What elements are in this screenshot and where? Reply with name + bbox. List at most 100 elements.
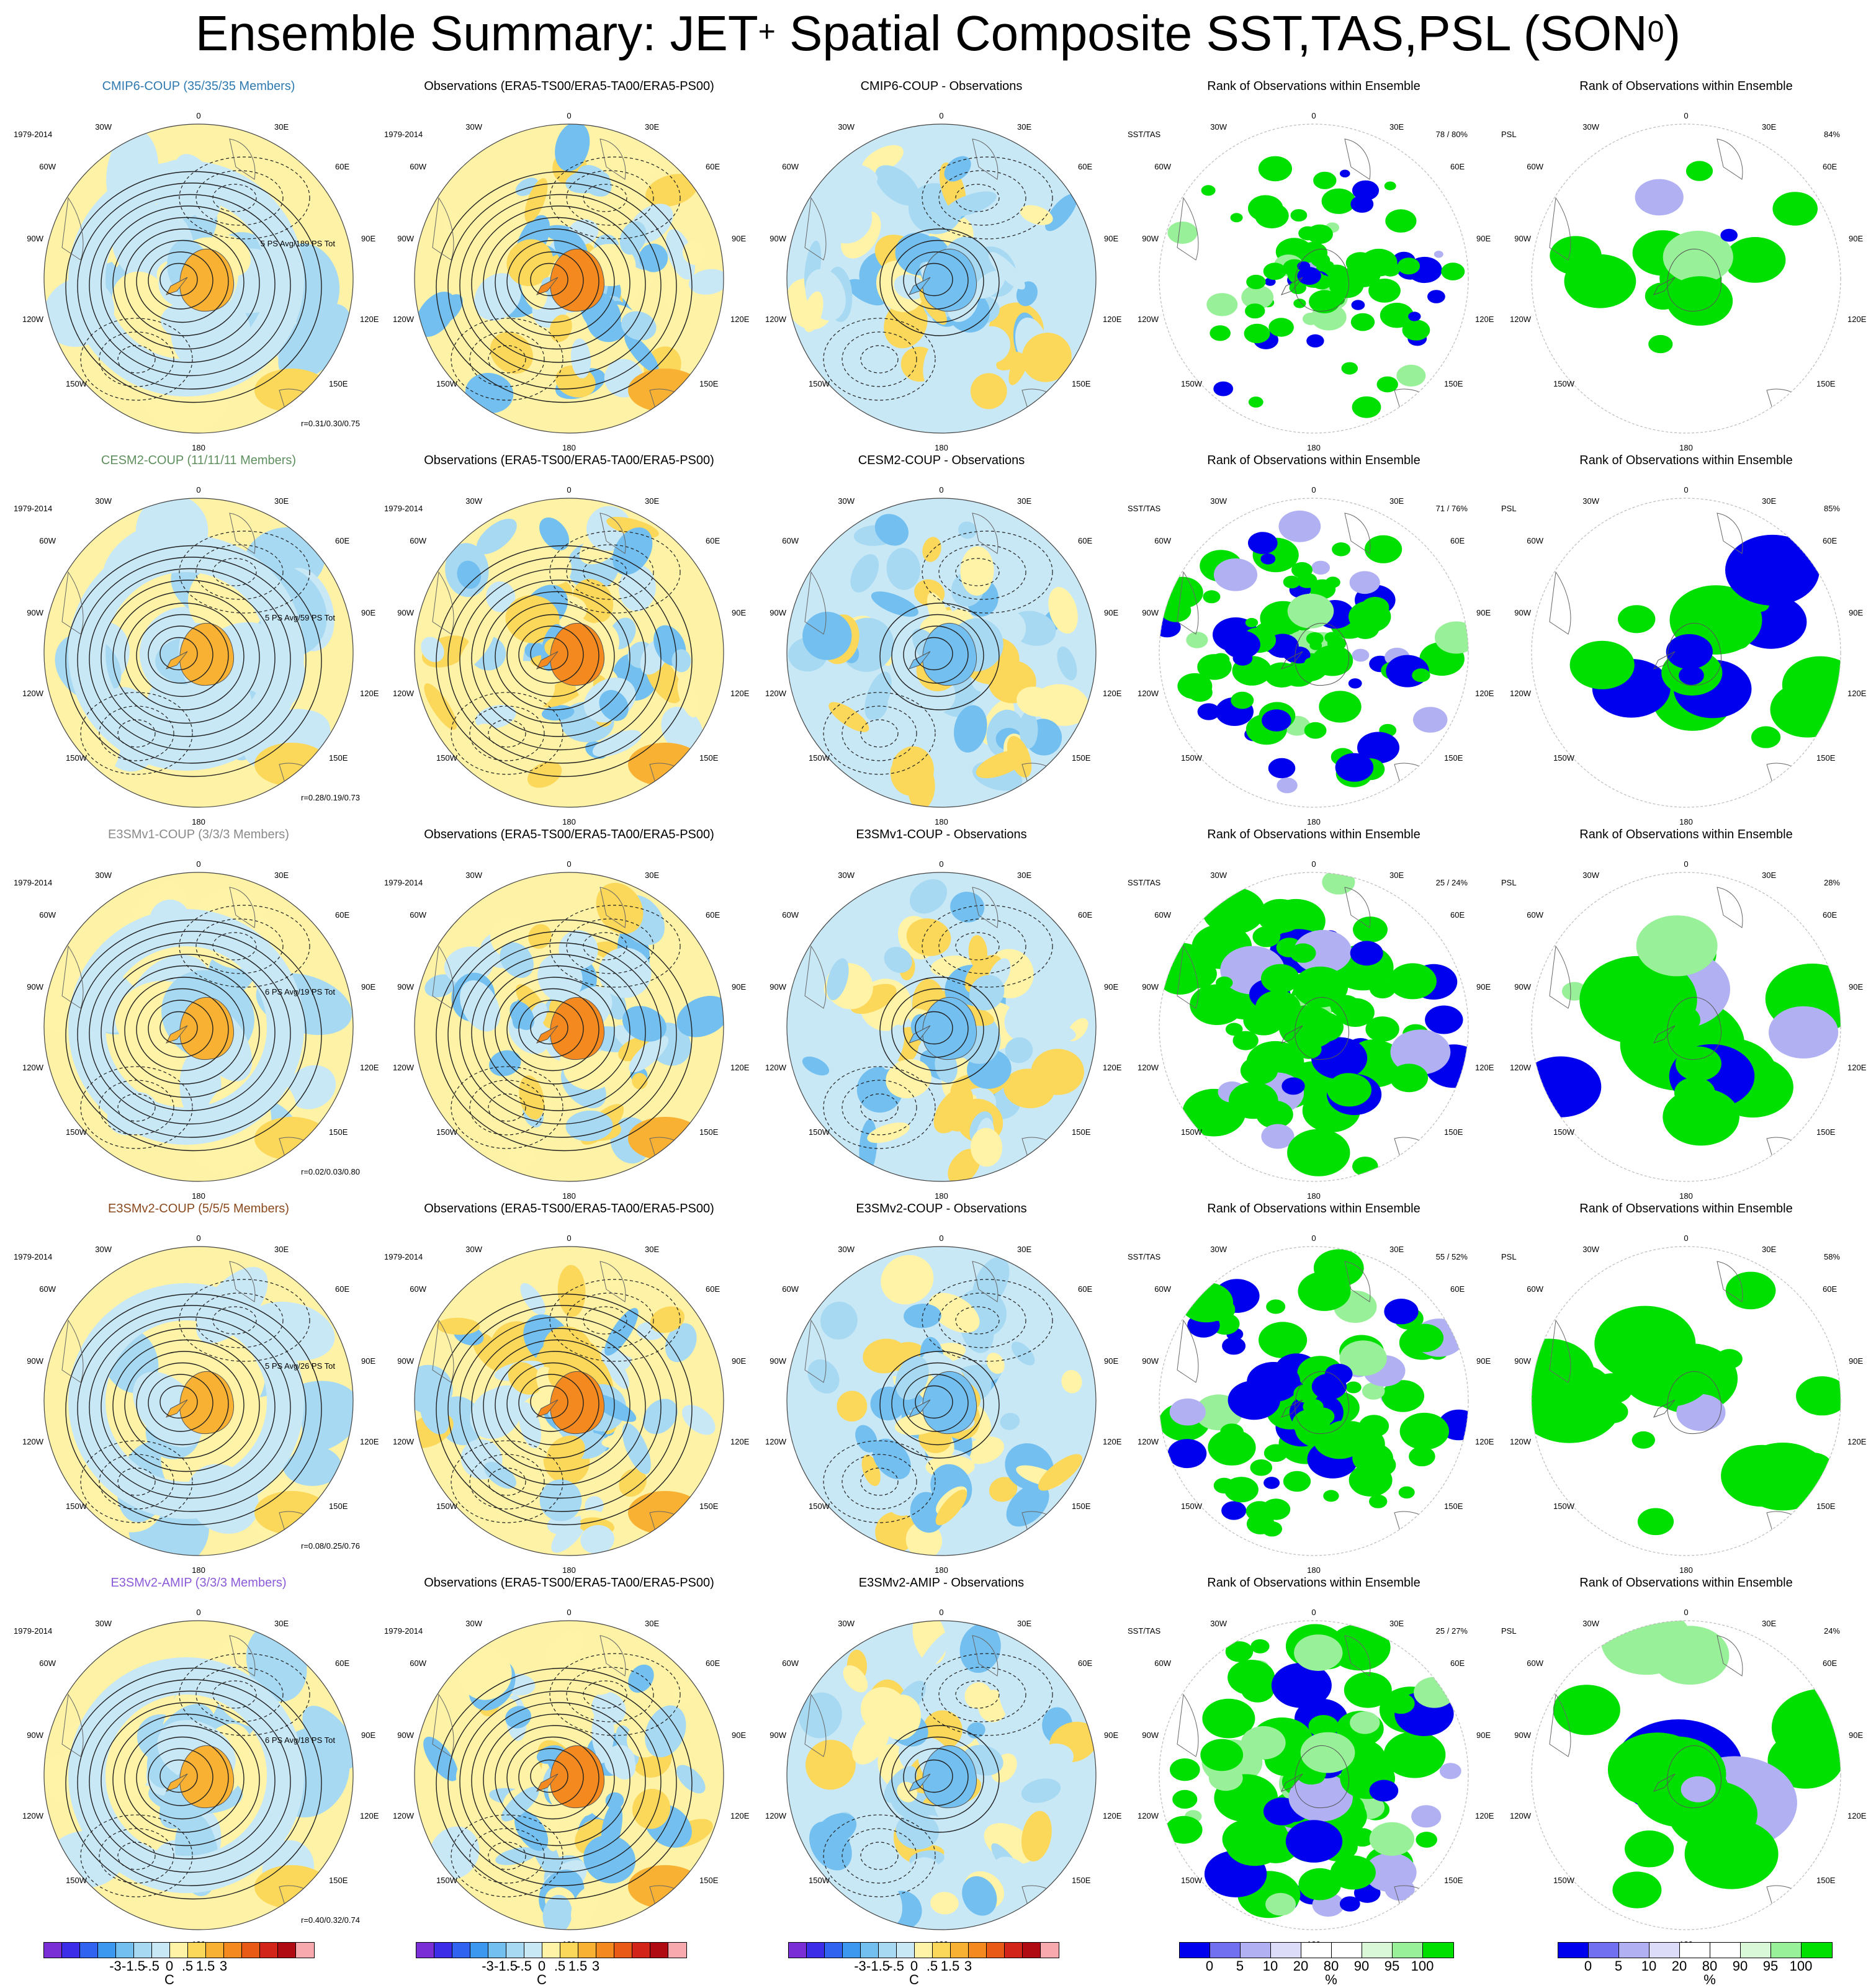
psl-contour (891, 614, 984, 697)
south-america-outline (1177, 1693, 1199, 1757)
temperature-difference-blob (881, 1024, 905, 1070)
map-boundary (414, 1246, 724, 1556)
rank-region (1285, 1820, 1343, 1863)
longitude-label: 30E (274, 1245, 289, 1254)
antarctic-peninsula (165, 1025, 188, 1044)
temperature-anomaly-blob (632, 1073, 648, 1090)
longitude-label: 90E (1476, 982, 1491, 992)
temperature-difference-blob (1038, 1454, 1083, 1491)
psl-contour-negative (842, 1454, 917, 1510)
temperature-difference-blob (1057, 646, 1077, 681)
psl-contour-negative (99, 1080, 174, 1135)
longitude-label: 60W (1154, 910, 1171, 920)
longitude-label: 150E (699, 1876, 719, 1885)
temperature-anomaly-blob (436, 294, 463, 324)
rank-region (1416, 1832, 1437, 1848)
rank-region (1684, 1819, 1779, 1889)
africa-outline (972, 138, 999, 180)
map-container: 0 30E 60E 90E 120E 150E 180 150W 120W 90W 60W 30W (1138, 111, 1494, 452)
longitude-label: 90W (1142, 982, 1159, 992)
rank-region (1200, 1739, 1244, 1771)
colorbar-swatch (1423, 1943, 1453, 1958)
temperature-difference-blob (959, 1624, 1001, 1673)
africa-outline (599, 513, 626, 554)
temperature-difference-blob (1037, 1744, 1074, 1771)
rank-region (1225, 1822, 1285, 1866)
rank-region (1165, 1816, 1203, 1844)
polar-map-rank1 (1159, 123, 1469, 434)
rank-region (1227, 1660, 1275, 1695)
colorbar-swatch (861, 1943, 879, 1958)
longitude-label: 30W (838, 122, 855, 132)
longitude-label: 90E (1849, 982, 1864, 992)
longitude-label: 30W (95, 122, 112, 132)
psl-contour (471, 1328, 646, 1485)
temperature-anomaly-blob (524, 178, 548, 223)
psl-contour (89, 942, 291, 1125)
variable-label: PSL (1501, 878, 1517, 887)
rank-region (1170, 1758, 1200, 1781)
psl-contour (124, 1351, 245, 1459)
rank-region (1620, 1336, 1714, 1407)
longitude-label: 60W (1154, 1659, 1171, 1668)
temperature-difference-blob (802, 611, 852, 660)
colorbar-tick-label: .5 (926, 1958, 938, 1974)
map-container: 0 30E 60E 90E 120E 150E 180 150W 120W 90W 60W 30W (1510, 485, 1866, 826)
longitude-label: 150E (699, 1127, 719, 1137)
psl-contour (471, 580, 646, 737)
rank-region (1306, 224, 1333, 244)
temperature-difference-blob (843, 1665, 868, 1693)
psl-contour (518, 1000, 584, 1058)
longitude-label: 90W (770, 234, 786, 243)
psl-contour (101, 205, 276, 363)
psl-contour-negative (842, 331, 917, 387)
panel-title: CESM2-COUP (11/11/11 Members) (101, 454, 297, 467)
longitude-label: 30E (274, 1619, 289, 1628)
colorbar-swatch (915, 1943, 933, 1958)
longitude-label: 150W (809, 753, 830, 763)
longitude-label: 120E (1475, 689, 1494, 698)
polar-map-obs (414, 1246, 724, 1556)
psl-contour-negative (922, 156, 1053, 240)
rank-region (1425, 1005, 1463, 1034)
psl-contour (112, 1713, 260, 1847)
temperature-anomaly-blob (473, 723, 498, 741)
longitude-label: 150E (329, 379, 348, 388)
temperature-anomaly-blob (545, 1629, 585, 1667)
longitude-label: 60E (1823, 1284, 1838, 1294)
temperature-anomaly-blob (598, 947, 652, 998)
rank-region (1350, 195, 1374, 213)
temperature-difference-blob (1033, 1022, 1076, 1042)
rank-region (1360, 248, 1398, 277)
africa-outline (1344, 1635, 1371, 1677)
rank-region (1258, 156, 1292, 182)
australia-warm-anomaly (628, 743, 702, 786)
longitude-label: 150W (1553, 379, 1574, 388)
longitude-label: 150W (436, 1876, 457, 1885)
longitude-label: 90W (1142, 234, 1159, 243)
rank-region (1213, 1477, 1235, 1493)
temperature-difference-blob (827, 958, 849, 1001)
longitude-label: 120E (360, 1063, 379, 1072)
variable-label: PSL (1501, 1252, 1517, 1261)
rank-region (1385, 379, 1398, 389)
antarctica-outline (179, 622, 234, 686)
temperature-anomaly-blob (112, 271, 166, 324)
colorbar-unit: % (1703, 1972, 1716, 1987)
temperature-difference-blob (922, 537, 941, 562)
colorbar-tick-label: 3 (964, 1958, 972, 1974)
rank-region (1300, 1732, 1355, 1773)
colorbar-swatch (1041, 1943, 1059, 1958)
psl-contour (879, 1725, 1000, 1833)
correlation-note: r=0.31/0.30/0.75 (300, 419, 360, 428)
longitude-label: 0 (196, 859, 201, 869)
temperature-anomaly-blob (539, 517, 570, 551)
map-container: 0 30E 60E 90E 120E 150E 180 150W 120W 90W 60W 30W (1510, 1234, 1866, 1575)
south-america-outline (61, 197, 84, 261)
africa-outline (229, 513, 256, 554)
psl-contour (159, 262, 198, 297)
colorbar-tick-label: 0 (1205, 1958, 1214, 1974)
antarctic-peninsula (1653, 1025, 1676, 1044)
longitude-label: 60E (706, 1659, 720, 1668)
psl-contour (124, 977, 245, 1085)
